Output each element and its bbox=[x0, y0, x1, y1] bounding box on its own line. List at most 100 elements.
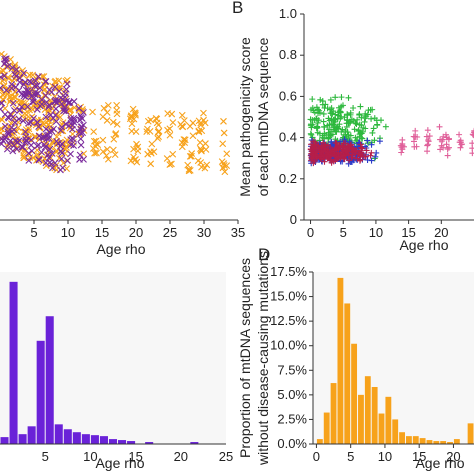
panel-b-point bbox=[307, 121, 314, 128]
panel-c-bar bbox=[0, 437, 9, 444]
panel-a-point bbox=[133, 158, 141, 166]
panel-b-point bbox=[310, 153, 317, 160]
panel-c-bar bbox=[27, 426, 36, 444]
panel-b-y-tick-label: 0.2 bbox=[279, 171, 297, 186]
panel-b-point bbox=[318, 143, 325, 150]
panel-a-point bbox=[152, 114, 160, 122]
panel-a-point bbox=[132, 128, 140, 136]
panel-a-point bbox=[0, 73, 5, 81]
panel-b-point bbox=[382, 123, 389, 130]
panel-b-point bbox=[411, 143, 418, 150]
panel-b-point bbox=[426, 133, 433, 140]
panel-a-point bbox=[33, 142, 41, 150]
panel-b-point bbox=[350, 145, 357, 152]
panel-b-point bbox=[458, 141, 465, 148]
panel-a-point bbox=[70, 98, 78, 105]
panel-a-point bbox=[104, 101, 112, 109]
panel-d-bar bbox=[467, 423, 474, 444]
panel-d-bar bbox=[412, 436, 419, 444]
panel-a-point bbox=[29, 71, 37, 79]
panel-a-point bbox=[63, 144, 70, 151]
panel-b-point bbox=[320, 110, 327, 117]
panel-b-x-tick-label: 0 bbox=[307, 225, 314, 240]
panel-a-point bbox=[12, 83, 20, 91]
panel-c-bar bbox=[99, 436, 108, 444]
panel-d-x-label: Age rho bbox=[415, 455, 464, 471]
panel-a-point bbox=[186, 166, 194, 174]
panel-c-bar bbox=[108, 439, 118, 444]
panel-a-point bbox=[130, 145, 137, 153]
panel-b-point bbox=[469, 150, 474, 157]
panel-a-point bbox=[221, 168, 229, 176]
panel-a-point bbox=[169, 150, 177, 158]
panel-d-x-tick-label: 5 bbox=[347, 449, 354, 464]
panel-b-point bbox=[317, 96, 324, 103]
panel-a-point bbox=[15, 115, 23, 123]
panel-b-x-label: Age rho bbox=[399, 237, 448, 253]
panel-a-point bbox=[65, 141, 72, 148]
panel-a-point bbox=[197, 146, 205, 154]
panel-c-x-label: Age rho bbox=[95, 455, 144, 471]
panel-a-point bbox=[0, 84, 4, 92]
panel-a-point bbox=[33, 156, 40, 164]
panel-a-point bbox=[46, 128, 53, 136]
panel-d-letter: D bbox=[258, 245, 270, 264]
panel-a-point bbox=[103, 109, 111, 116]
panel-a-point bbox=[220, 117, 227, 125]
panel-b-point bbox=[347, 132, 354, 139]
panel-a-point bbox=[34, 90, 42, 97]
panel-b-point bbox=[352, 155, 359, 162]
panel-a-point bbox=[189, 132, 197, 140]
panel-d-x-tick-label: 10 bbox=[378, 449, 392, 464]
panel-b-point bbox=[332, 156, 339, 163]
panel-a-point bbox=[147, 116, 155, 124]
panel-a-point bbox=[103, 145, 111, 153]
panel-d-y-label-line1: Proportion of mtDNA sequences bbox=[237, 258, 253, 458]
panel-a-point bbox=[0, 99, 5, 107]
panel-b-point bbox=[333, 128, 340, 135]
panel-d-x-tick-label: 0 bbox=[313, 449, 320, 464]
panel-a-x-tick-label: 15 bbox=[95, 225, 109, 240]
panel-b-point bbox=[346, 157, 353, 164]
panel-a-point bbox=[109, 146, 117, 154]
panel-b-point bbox=[353, 147, 360, 154]
panel-d-y-tick-label: 10.0% bbox=[270, 338, 307, 353]
panel-a-x-tick-label: 20 bbox=[129, 225, 143, 240]
panel-c-background bbox=[0, 272, 226, 444]
panel-b-point bbox=[339, 143, 346, 150]
panel-a-point bbox=[55, 87, 63, 95]
panel-a-point bbox=[52, 96, 60, 104]
panel-b-point bbox=[335, 104, 342, 111]
panel-a-point bbox=[202, 140, 209, 147]
panel-a-point bbox=[112, 130, 120, 137]
panel-b-point bbox=[314, 119, 321, 126]
panel-a-point bbox=[52, 118, 60, 125]
panel-b-point bbox=[358, 145, 365, 152]
panel-c-bar bbox=[18, 434, 27, 444]
panel-a-x-tick-label: 10 bbox=[61, 225, 75, 240]
panel-a-point bbox=[198, 127, 206, 135]
panel-b-point bbox=[355, 126, 362, 133]
panel-a-point bbox=[18, 103, 25, 111]
panel-b-point bbox=[315, 117, 322, 124]
panel-a-point bbox=[63, 80, 71, 88]
panel-c-x-tick-label: 15 bbox=[128, 449, 142, 464]
panel-a-point bbox=[91, 149, 98, 157]
panel-a-point bbox=[154, 135, 162, 142]
panel-a-point bbox=[43, 135, 51, 143]
panel-d-bar bbox=[351, 343, 358, 444]
panel-a-point bbox=[178, 111, 186, 119]
panel-b-point bbox=[423, 133, 430, 140]
panel-a-point bbox=[13, 66, 20, 74]
panel-a-point bbox=[5, 75, 13, 82]
panel-a-point bbox=[1, 122, 9, 130]
panel-a-point bbox=[168, 160, 175, 168]
panel-a-point bbox=[144, 125, 151, 133]
panel-b-point bbox=[469, 131, 474, 138]
panel-a-point bbox=[99, 136, 107, 144]
panel-d-bar bbox=[440, 441, 447, 444]
panel-b-point bbox=[376, 138, 383, 145]
panel-b-point bbox=[329, 131, 336, 138]
panel-a-point bbox=[188, 150, 196, 157]
panel-b-point bbox=[325, 135, 332, 142]
